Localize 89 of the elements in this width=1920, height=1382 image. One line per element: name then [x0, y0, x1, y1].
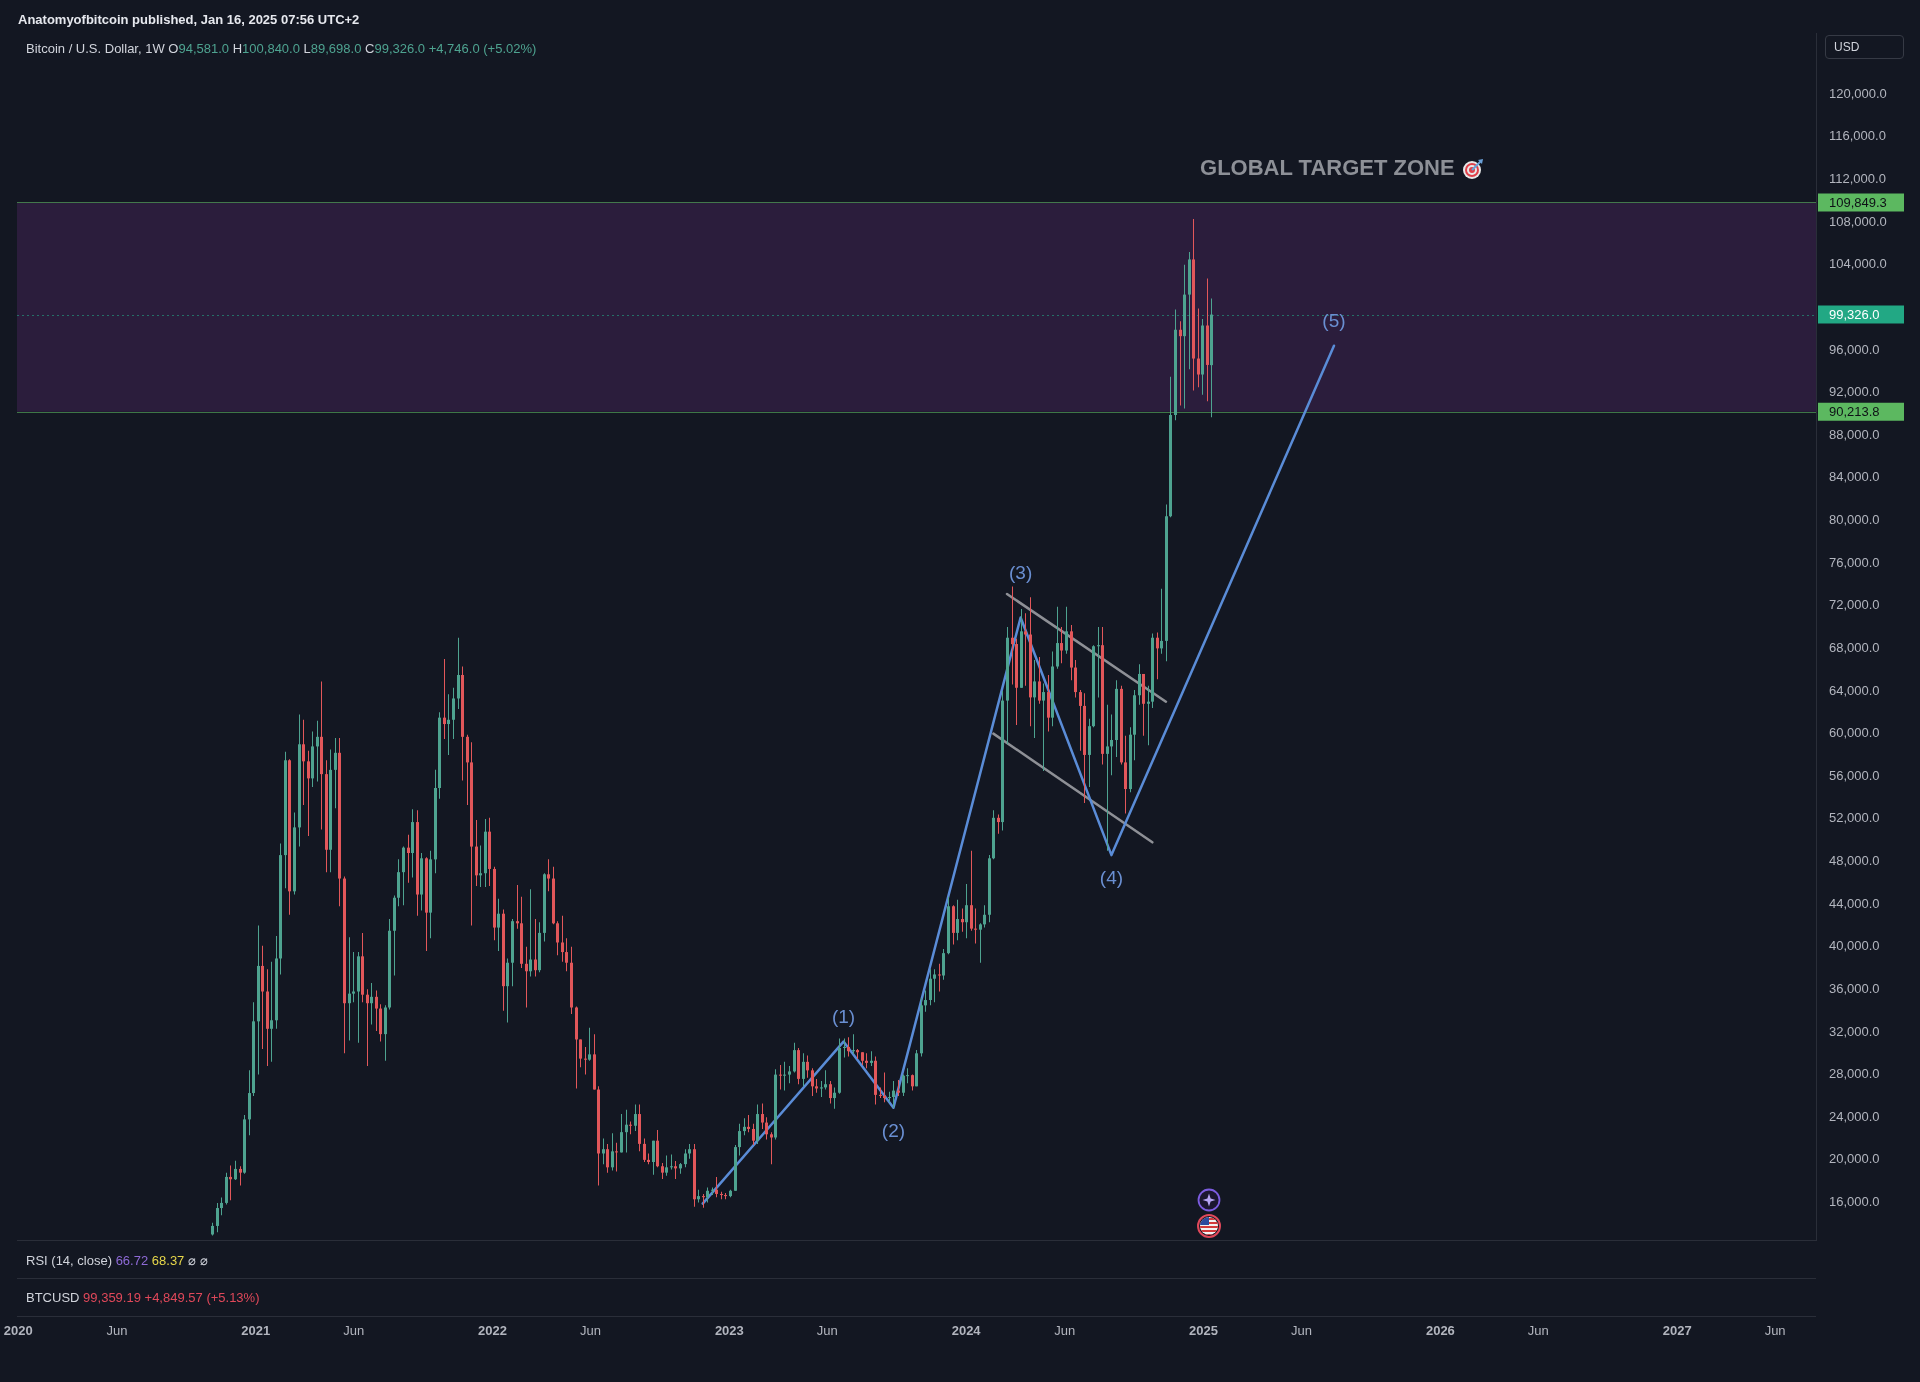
- candlestick: [615, 1142, 618, 1172]
- y-tick-label: 112,000.0: [1829, 171, 1886, 187]
- candlestick: [1147, 685, 1150, 746]
- x-tick-label: Jun: [1291, 1323, 1313, 1339]
- candlestick: [820, 1081, 823, 1097]
- x-tick-label: 2022: [478, 1323, 507, 1339]
- annotation: (5): [1322, 309, 1346, 331]
- y-tick-label: 28,000.0: [1829, 1066, 1880, 1082]
- x-tick-label: Jun: [580, 1323, 601, 1339]
- annotation: (3): [1009, 561, 1033, 583]
- x-tick-label: 2021: [241, 1323, 271, 1339]
- y-tick-label: 108,000.0: [1829, 213, 1887, 229]
- y-tick-label: 24,000.0: [1829, 1108, 1880, 1124]
- y-tick-label: 92,000.0: [1829, 384, 1880, 400]
- y-tick-label: 72,000.0: [1829, 597, 1880, 613]
- y-tick-label: 16,000.0: [1829, 1194, 1880, 1210]
- y-tick-label: 76,000.0: [1829, 554, 1880, 570]
- y-tick-label: 64,000.0: [1829, 682, 1880, 698]
- y-tick-label: 68,000.0: [1829, 639, 1880, 655]
- candlestick: [447, 694, 450, 755]
- x-tick-label: Jun: [106, 1323, 128, 1339]
- y-tick-label: 56,000.0: [1829, 767, 1880, 783]
- x-tick-label: 2025: [1189, 1323, 1219, 1339]
- candlestick: [783, 1061, 786, 1091]
- candlestick: [770, 1132, 773, 1165]
- y-tick-label: 116,000.0: [1829, 128, 1886, 144]
- candlestick: [1042, 683, 1045, 771]
- candlestick: [974, 908, 977, 944]
- candlestick: [584, 1046, 587, 1075]
- candlestick: [879, 1087, 882, 1099]
- text: Anatomyofbitcoin published, Jan 16, 2025 07:56 UTC+2: [18, 12, 360, 28]
- candlestick: [366, 989, 369, 1067]
- text: Bitcoin / U.S. Dollar, 1W: [26, 41, 165, 56]
- y-tick-label: 96,000.0: [1829, 341, 1880, 357]
- y-tick-label: 120,000.0: [1829, 85, 1887, 101]
- candlestick: [906, 1068, 909, 1084]
- x-tick-label: 2020: [3, 1323, 33, 1339]
- y-tick-label: 40,000.0: [1829, 938, 1880, 954]
- x-tick-label: Jun: [1527, 1323, 1549, 1339]
- annotation: (1): [831, 1005, 856, 1027]
- y-tick-label: 32,000.0: [1829, 1023, 1880, 1039]
- x-tick-label: Jun: [816, 1323, 838, 1339]
- candlestick: [443, 659, 446, 739]
- x-tick-label: 2024: [951, 1323, 982, 1339]
- candlestick: [1179, 321, 1182, 406]
- y-tick-label: 36,000.0: [1829, 980, 1880, 996]
- candlestick: [1024, 613, 1027, 686]
- candlestick: [843, 1038, 846, 1058]
- x-tick-label: Jun: [1054, 1323, 1076, 1339]
- band-label: GLOBAL TARGET ZONE: [1200, 155, 1455, 181]
- y-tick-label: 104,000.0: [1829, 256, 1887, 272]
- candlestick: [516, 884, 519, 929]
- candlestick: [352, 952, 355, 1003]
- y-tick-label: 80,000.0: [1829, 512, 1880, 528]
- annotation: (4): [1099, 867, 1124, 889]
- x-tick-label: Jun: [1764, 1323, 1786, 1339]
- y-tick-label: 60,000.0: [1829, 725, 1880, 741]
- candlestick: [1011, 586, 1014, 685]
- x-tick-label: 2023: [714, 1323, 744, 1339]
- y-tick-label: 20,000.0: [1829, 1151, 1880, 1167]
- x-tick-label: Jun: [343, 1323, 365, 1339]
- y-tick-label: 84,000.0: [1829, 469, 1880, 485]
- candlestick: [702, 1193, 705, 1208]
- candlestick: [348, 937, 351, 1041]
- text: RSI (14, close) 66.72 68.37 ⌀ ⌀: [26, 1253, 208, 1268]
- candlestick: [1097, 627, 1100, 698]
- candlestick: [1110, 714, 1113, 776]
- text: BTCUSD 99,359.19 +4,849.57 (+5.13%): [26, 1290, 260, 1305]
- x-tick-label: 2027: [1662, 1323, 1692, 1339]
- candlestick: [961, 908, 964, 932]
- ref-line-label: 99,326.0: [1829, 306, 1880, 322]
- candlestick: [779, 1065, 782, 1090]
- candlestick: [852, 1034, 855, 1055]
- y-tick-label: 48,000.0: [1829, 853, 1880, 869]
- candlestick: [407, 834, 410, 883]
- candlestick: [883, 1072, 886, 1103]
- y-tick-label: 44,000.0: [1829, 895, 1880, 911]
- x-tick-label: 2026: [1425, 1323, 1455, 1339]
- ref-line-label: 109,849.3: [1829, 194, 1887, 210]
- currency-box: USD: [1825, 35, 1904, 59]
- candlestick: [479, 845, 482, 888]
- y-tick-label: 52,000.0: [1829, 810, 1880, 826]
- candlestick: [938, 963, 941, 992]
- ref-line-label: 90,213.8: [1829, 403, 1880, 419]
- candlestick: [270, 961, 273, 1062]
- y-tick-label: 88,000.0: [1829, 426, 1880, 442]
- candlestick: [1106, 704, 1109, 851]
- annotation: (2): [881, 1119, 906, 1141]
- text: O94,581.0 H100,840.0 L89,698.0 C99,326.0 +4,746.0 (+5.02%): [168, 41, 537, 56]
